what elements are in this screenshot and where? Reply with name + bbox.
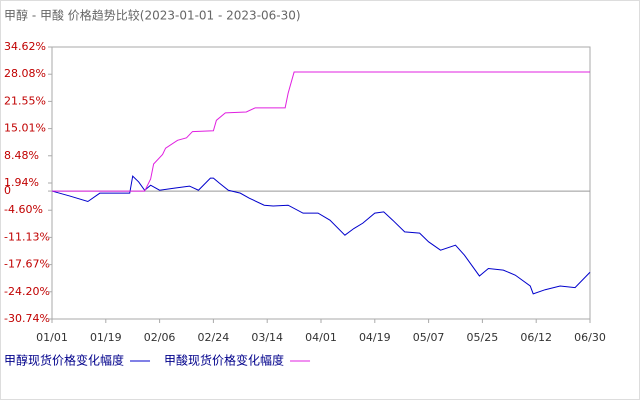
x-tick-label: 02/24 (198, 331, 230, 344)
x-tick-label: 02/06 (144, 331, 176, 344)
x-tick-label: 05/07 (413, 331, 445, 344)
y-tick-label: -30.74% (4, 312, 50, 325)
y-tick-label: 0 (4, 184, 11, 197)
x-tick-label: 04/19 (359, 331, 391, 344)
y-tick-label: -24.20% (4, 285, 50, 298)
y-tick-label: 1.94% (4, 176, 39, 189)
x-tick-label: 06/30 (574, 331, 606, 344)
x-tick-label: 04/01 (305, 331, 337, 344)
x-tick-label: 01/19 (90, 331, 122, 344)
x-tick-label: 05/25 (467, 331, 499, 344)
legend-label: 甲醇现货价格变化幅度 (4, 353, 124, 368)
plot-border (51, 46, 591, 320)
y-tick-label: 21.55% (4, 94, 46, 107)
series-line (51, 175, 591, 295)
y-tick-label: 34.62% (4, 40, 46, 53)
x-tick-label: 01/01 (36, 331, 68, 344)
y-tick-label: -11.13% (4, 230, 50, 243)
y-tick-label: -4.60% (4, 203, 43, 216)
series-line (52, 71, 590, 192)
chart-title: 甲醇 - 甲酸 价格趋势比较(2023-01-01 - 2023-06-30) (4, 8, 301, 23)
x-tick-label: 03/14 (251, 331, 283, 344)
y-tick-label: -17.67% (4, 258, 50, 271)
y-tick-label: 28.08% (4, 67, 46, 80)
x-tick-label: 06/12 (520, 331, 552, 344)
y-tick-label: 15.01% (4, 122, 46, 135)
y-tick-label: 8.48% (4, 149, 39, 162)
legend-label: 甲酸现货价格变化幅度 (164, 353, 284, 368)
